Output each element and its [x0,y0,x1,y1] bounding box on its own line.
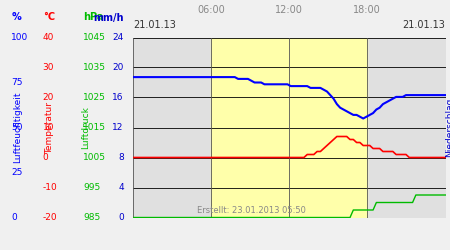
Text: 1025: 1025 [83,93,106,102]
Text: 10: 10 [43,123,54,132]
Text: 0: 0 [118,213,124,222]
Text: -20: -20 [43,213,57,222]
Text: Erstellt: 23.01.2013 05:50: Erstellt: 23.01.2013 05:50 [197,206,306,215]
Text: hPa: hPa [83,12,104,22]
Text: %: % [11,12,21,22]
Text: 06:00: 06:00 [197,5,225,15]
Text: 18:00: 18:00 [353,5,381,15]
Text: 985: 985 [83,213,100,222]
Text: 40: 40 [43,33,54,42]
Text: 1005: 1005 [83,153,106,162]
Text: 100: 100 [11,33,28,42]
Text: 50: 50 [11,123,23,132]
Text: 12: 12 [112,123,124,132]
Text: 4: 4 [118,183,124,192]
Text: Niederschlag: Niederschlag [446,98,450,157]
Text: 20: 20 [43,93,54,102]
Text: Luftfeuchtigkeit: Luftfeuchtigkeit [14,92,22,163]
Text: 995: 995 [83,183,100,192]
Text: 1045: 1045 [83,33,106,42]
Text: 24: 24 [112,33,124,42]
Text: 30: 30 [43,63,54,72]
Text: Temperatur: Temperatur [45,102,54,154]
Text: 21.01.13: 21.01.13 [133,20,176,30]
Text: 12:00: 12:00 [275,5,303,15]
Text: 1035: 1035 [83,63,106,72]
Text: 25: 25 [11,168,22,177]
Text: °C: °C [43,12,55,22]
Text: mm/h: mm/h [93,12,124,22]
Text: 1015: 1015 [83,123,106,132]
Bar [211,38,367,218]
Text: 20: 20 [112,63,124,72]
Text: 0: 0 [11,213,17,222]
Text: Luftdruck: Luftdruck [81,106,90,149]
Text: 75: 75 [11,78,23,87]
Text: 8: 8 [118,153,124,162]
Text: 0: 0 [43,153,49,162]
Text: 21.01.13: 21.01.13 [403,20,446,30]
Text: 16: 16 [112,93,124,102]
Text: -10: -10 [43,183,58,192]
